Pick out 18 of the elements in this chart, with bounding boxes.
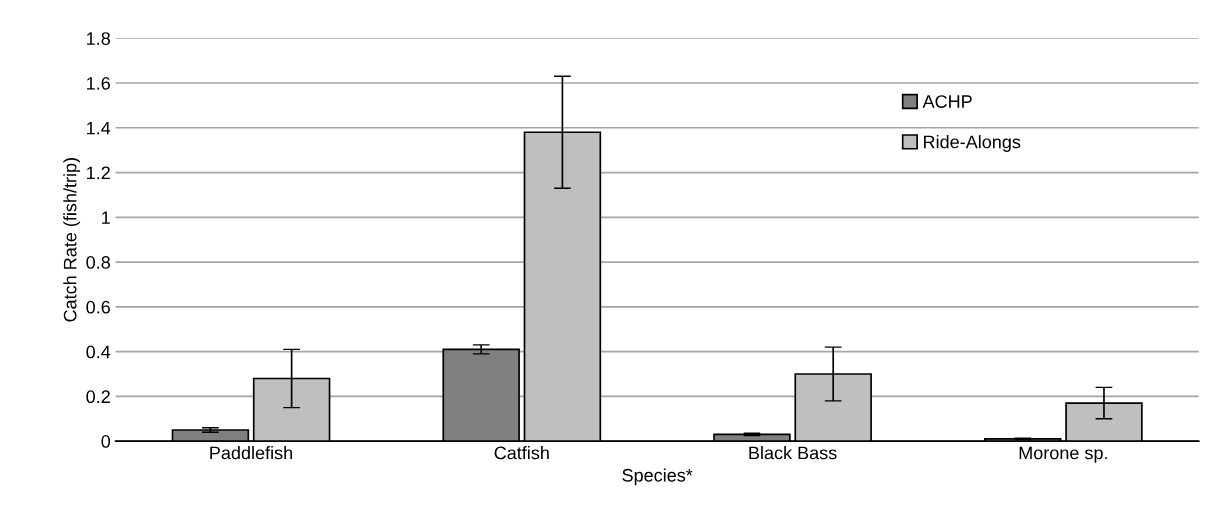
y-tick-label: 1.4 <box>87 121 111 135</box>
legend-label: Ride-Alongs <box>924 135 1021 152</box>
y-axis-title: Catch Rate (fish/trip) <box>63 158 81 322</box>
legend-label: ACHP <box>922 95 972 108</box>
y-tick-label: 1.2 <box>87 166 110 180</box>
y-tick-label: 0.4 <box>86 345 111 359</box>
x-tick-label: Black Bass <box>749 446 837 460</box>
y-tick-label: 0.2 <box>86 390 110 404</box>
y-tick-label: 0.8 <box>86 256 110 269</box>
y-tick-label: 1.6 <box>87 76 110 90</box>
x-axis-title: Species* <box>622 468 693 486</box>
y-tick-label: 1.8 <box>87 32 110 45</box>
x-tick-label: Morone sp. <box>1019 446 1107 463</box>
y-tick-label: 0.6 <box>86 300 110 314</box>
x-tick-label: Catfish <box>494 446 549 460</box>
y-tick-label: 0 <box>101 435 111 448</box>
y-tick-label: 1 <box>102 211 110 224</box>
x-tick-label: Paddlefish <box>210 446 292 460</box>
